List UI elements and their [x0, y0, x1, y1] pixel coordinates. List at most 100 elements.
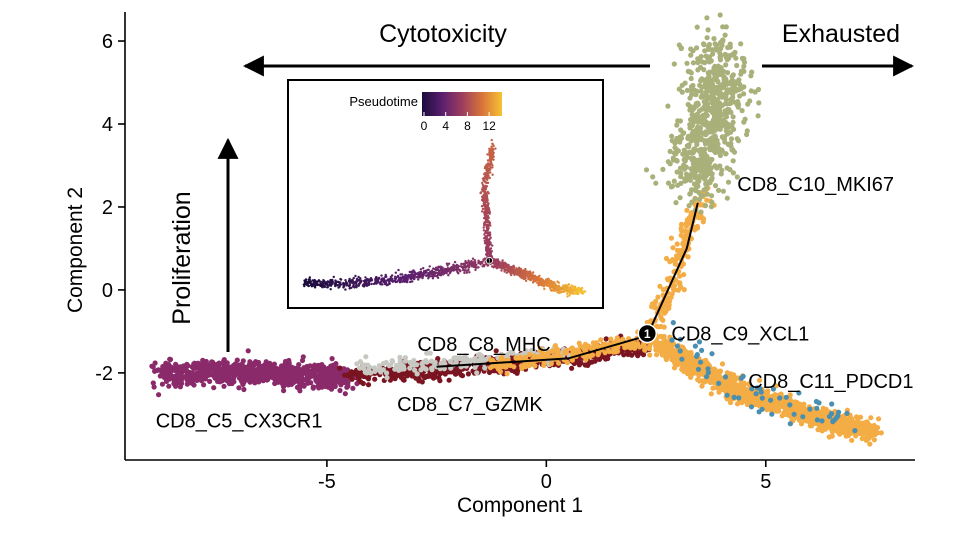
inset-data-point [442, 272, 446, 275]
data-point [608, 336, 614, 342]
data-point [712, 183, 719, 189]
inset-data-point [353, 281, 356, 285]
inset-data-point [405, 278, 408, 281]
data-point [721, 386, 727, 392]
data-point [677, 336, 684, 342]
data-point [368, 370, 374, 376]
inset-data-point [418, 271, 421, 275]
data-point [787, 421, 793, 427]
proliferation-label: Proliferation [168, 191, 196, 324]
data-point [849, 437, 855, 443]
inset-data-point [411, 274, 415, 277]
inset-data-point [362, 283, 365, 286]
data-point [659, 334, 666, 340]
data-point [427, 371, 433, 377]
axes [124, 12, 915, 461]
cytotoxicity-label: Cytotoxicity [379, 20, 507, 48]
data-point [674, 356, 681, 362]
data-point [427, 350, 433, 356]
data-point [647, 352, 653, 358]
data-point [844, 422, 851, 428]
data-point [350, 385, 356, 391]
data-point [364, 370, 370, 376]
data-point [342, 372, 348, 378]
data-point [682, 176, 688, 182]
data-point [238, 371, 244, 377]
data-point [678, 225, 684, 231]
data-point [706, 44, 712, 50]
data-point [678, 232, 684, 238]
data-point [715, 373, 721, 379]
inset-data-point [451, 267, 454, 270]
data-point [582, 341, 589, 347]
data-point [451, 355, 457, 361]
data-point [723, 62, 729, 68]
data-point [245, 348, 251, 354]
inset-data-point [444, 268, 448, 272]
data-point [807, 420, 813, 426]
data-point [337, 365, 343, 371]
data-point [666, 345, 672, 351]
data-point [709, 351, 715, 357]
inset-data-point [417, 278, 420, 281]
data-point [688, 46, 694, 52]
data-point [375, 367, 382, 373]
data-point [267, 360, 273, 366]
data-point [477, 358, 483, 364]
data-point [719, 361, 726, 367]
data-point [159, 381, 165, 387]
data-point [753, 391, 759, 397]
data-point [696, 55, 703, 62]
inset-data-point [413, 271, 417, 274]
data-point [683, 238, 689, 244]
data-point [324, 371, 330, 377]
x-axis-label: Component 1 [457, 494, 583, 517]
data-point [614, 335, 620, 341]
inset-data-point [426, 268, 430, 272]
data-point [721, 134, 728, 140]
inset-data-point [402, 275, 405, 278]
data-point [420, 364, 426, 370]
data-point [708, 391, 714, 397]
data-point [720, 188, 727, 194]
inset-data-point [317, 279, 321, 282]
cluster-label: CD8_C11_PDCD1 [748, 371, 913, 393]
data-point [667, 148, 673, 154]
data-point [186, 377, 192, 383]
data-point [694, 88, 700, 94]
data-point [752, 89, 758, 95]
data-point [211, 385, 217, 391]
inset-data-point [355, 279, 358, 283]
data-point [732, 81, 738, 87]
inset-data-point [427, 277, 430, 280]
data-point [679, 82, 685, 88]
data-point [709, 193, 715, 199]
inset-data-point [464, 260, 467, 263]
data-point [698, 174, 704, 180]
inset-data-point [444, 270, 447, 273]
inset-data-point [333, 283, 336, 286]
inset-data-point [394, 271, 397, 274]
data-point [706, 129, 712, 135]
data-point [474, 370, 480, 376]
data-point [696, 108, 703, 114]
data-point [795, 407, 801, 413]
data-point [695, 377, 701, 383]
inset-data-point [458, 265, 462, 268]
data-point [154, 367, 160, 373]
data-point [698, 209, 704, 215]
data-point [696, 339, 703, 345]
data-point [698, 370, 705, 376]
data-point [233, 366, 239, 372]
inset-data-point [453, 265, 456, 268]
data-point [671, 178, 677, 184]
data-point [728, 136, 735, 142]
annotation-arrows [217, 55, 915, 352]
data-point [693, 127, 699, 133]
inset-data-point [451, 268, 454, 272]
data-point [685, 254, 691, 260]
data-point [714, 385, 720, 391]
data-point [396, 367, 402, 373]
data-point [271, 361, 277, 367]
